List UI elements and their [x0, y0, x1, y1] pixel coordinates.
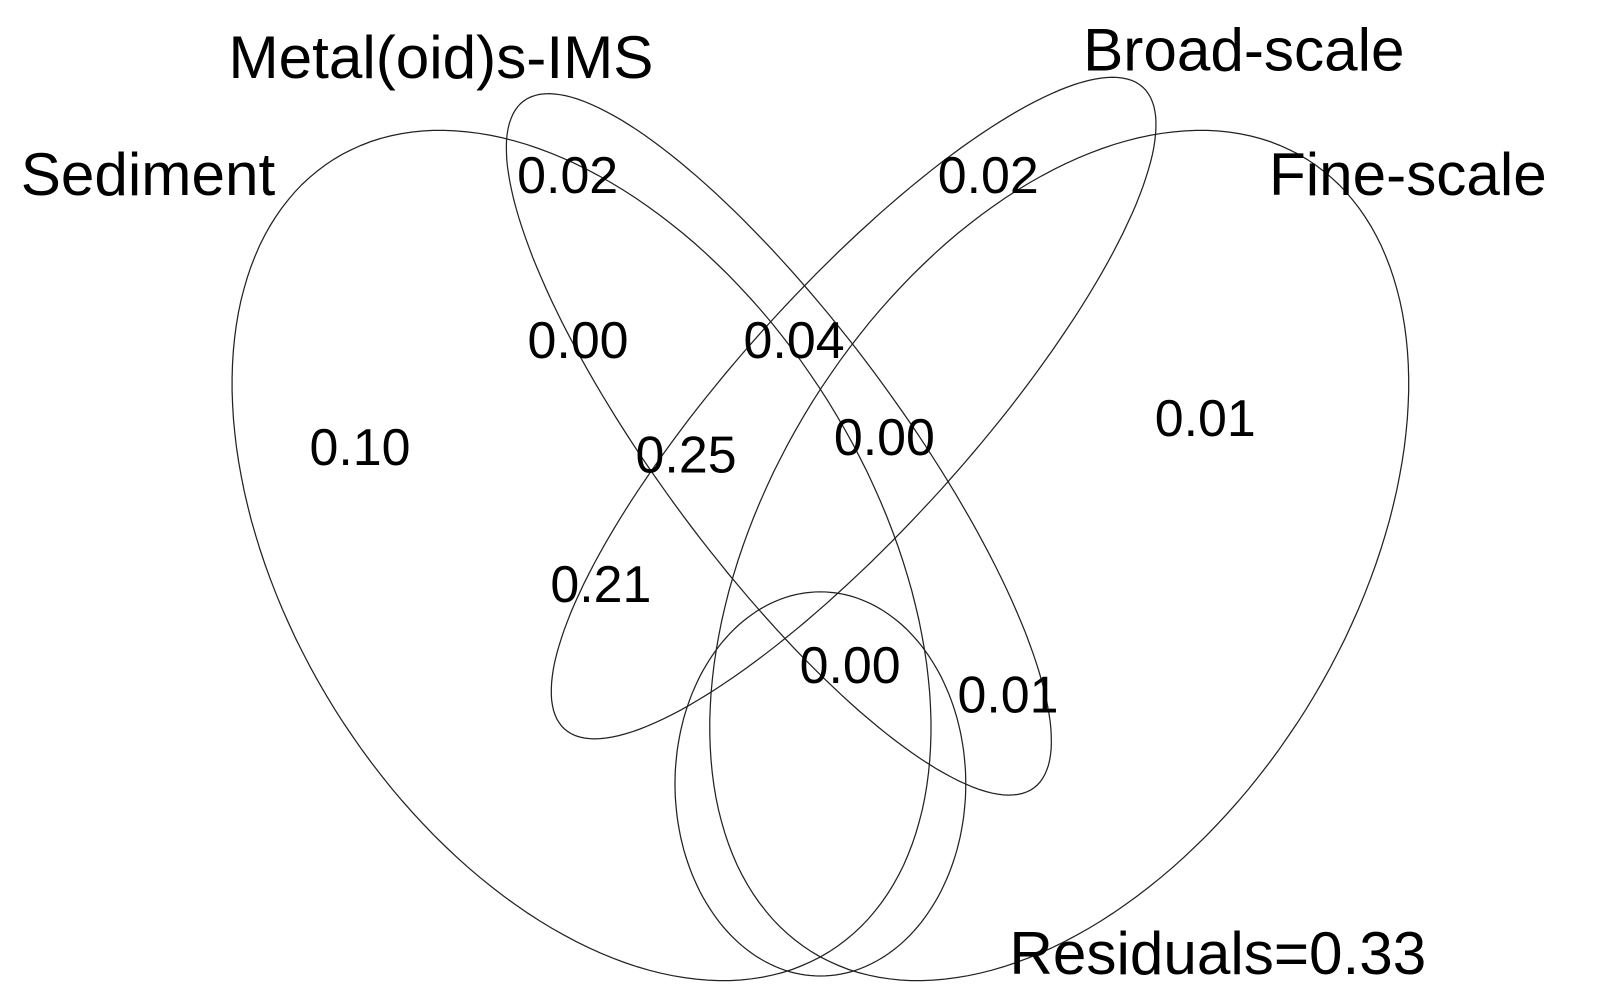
- ellipse-broad: [550, 76, 1157, 740]
- value-broad-only: 0.02: [938, 147, 1039, 205]
- value-region: 0.00: [800, 637, 901, 695]
- ellipse-metal: [505, 93, 1052, 796]
- value-sediment-only: 0.10: [309, 419, 410, 477]
- ellipse-sediment: [231, 129, 932, 982]
- label-broad: Broad-scale: [1083, 16, 1404, 84]
- value-region: 0.25: [636, 426, 737, 484]
- label-residuals: Residuals=0.33: [1009, 919, 1426, 987]
- value-region: 0.21: [550, 556, 651, 614]
- label-fine: Fine-scale: [1269, 140, 1547, 208]
- value-metal-only: 0.02: [517, 147, 618, 205]
- value-region: 0.01: [957, 666, 1058, 724]
- label-sediment: Sediment: [21, 140, 276, 208]
- ellipse-bottom: [674, 591, 967, 977]
- value-region: 0.00: [528, 312, 629, 370]
- ellipse-fine-scale: [709, 129, 1410, 982]
- value-fine-only: 0.01: [1155, 390, 1256, 448]
- value-region: 0.00: [834, 409, 935, 467]
- value-region: 0.04: [744, 312, 845, 370]
- label-metal: Metal(oid)s-IMS: [228, 23, 653, 91]
